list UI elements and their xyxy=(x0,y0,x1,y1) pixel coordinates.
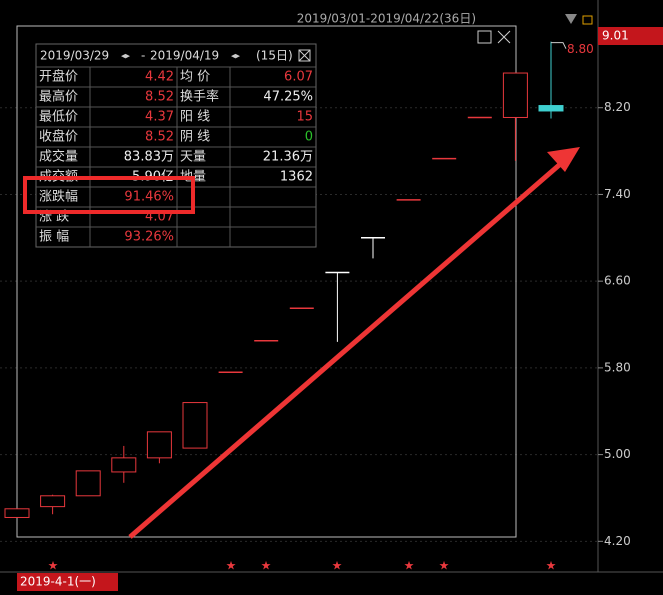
arrow-head xyxy=(547,147,580,172)
stat-label: 开盘价 xyxy=(39,69,78,85)
y-tick-label: 4.20 xyxy=(604,534,631,548)
stat-value: 8.52 xyxy=(145,90,174,105)
stat-value: 4.42 xyxy=(145,70,174,85)
stat-value: 47.25% xyxy=(263,90,313,105)
high-pointer xyxy=(551,42,567,49)
stat-value: 4.37 xyxy=(145,110,174,125)
stat-label: 振 幅 xyxy=(39,230,69,245)
price-marker: 9.01 xyxy=(602,29,629,43)
panel-close-x xyxy=(298,49,311,62)
window-icon[interactable] xyxy=(477,30,492,44)
y-tick-label: 5.00 xyxy=(604,447,631,461)
star-markers: ★ ★ ★ ★ ★ ★ ★ xyxy=(48,559,557,573)
high-label: 8.80 xyxy=(567,42,594,56)
price-marker-bg xyxy=(598,27,663,45)
star: ★ xyxy=(546,559,557,573)
candle-body xyxy=(538,105,564,112)
stat-label: 最高价 xyxy=(39,89,78,105)
stat-label: 均 价 xyxy=(180,70,210,85)
dropdown-icon[interactable] xyxy=(565,14,577,24)
stats-panel: 2019/03/29 ◂▸ - 2019/04/19 ◂▸ (15日) 开盘价 4… xyxy=(35,43,317,248)
close-icon[interactable] xyxy=(497,30,511,44)
candle-body xyxy=(146,431,172,459)
y-tick-label: 5.80 xyxy=(604,360,631,374)
arrows-icon[interactable]: ◂▸ xyxy=(231,52,241,62)
star: ★ xyxy=(48,559,59,573)
candle-body xyxy=(75,470,101,497)
star: ★ xyxy=(404,559,415,573)
stat-value: 91.46% xyxy=(124,190,174,205)
stat-value: 83.83万 xyxy=(124,150,174,165)
panel-close[interactable] xyxy=(298,49,311,62)
arrows-icon[interactable]: ◂▸ xyxy=(121,52,131,62)
stat-label: 涨跌幅 xyxy=(39,189,78,205)
stat-label: 天量 xyxy=(180,150,206,165)
panel-separator: - xyxy=(141,49,145,63)
star: ★ xyxy=(439,559,450,573)
stat-value: 93.26% xyxy=(124,230,174,245)
stat-label: 阴 线 xyxy=(180,130,210,145)
stat-label: 换手率 xyxy=(180,89,219,105)
candle-body xyxy=(111,457,137,473)
candle-body xyxy=(40,495,66,508)
panel-start: 2019/03/29 xyxy=(40,49,109,63)
y-tick-label: 8.20 xyxy=(604,100,631,114)
stat-label: 成交量 xyxy=(39,149,78,165)
y-tick-label: 6.60 xyxy=(604,274,631,288)
range-label: 2019/03/01-2019/04/22(36日) xyxy=(297,12,476,26)
panel-days: (15日) xyxy=(256,49,293,63)
star: ★ xyxy=(226,559,237,573)
highlight-box xyxy=(23,176,195,214)
stat-label: 阳 线 xyxy=(180,110,210,125)
candle-body xyxy=(502,72,528,118)
stat-value: 1362 xyxy=(280,170,313,185)
star: ★ xyxy=(332,559,343,573)
lock-icon[interactable] xyxy=(582,15,593,25)
stat-label: 最低价 xyxy=(39,110,78,125)
stat-value: 21.36万 xyxy=(263,150,313,165)
y-tick-label: 7.40 xyxy=(604,187,631,201)
stat-value: 8.52 xyxy=(145,130,174,145)
cursor-date: 2019-4-1(一) xyxy=(20,575,96,589)
stat-value: 0 xyxy=(305,130,313,145)
stat-label: 收盘价 xyxy=(39,129,78,145)
date-box xyxy=(17,573,118,591)
panel-end: 2019/04/19 xyxy=(150,49,219,63)
trend-arrow xyxy=(128,158,567,539)
candle-body xyxy=(182,402,208,449)
stat-value: 15 xyxy=(296,110,313,125)
range-frame xyxy=(16,25,517,538)
stat-value: 6.07 xyxy=(284,70,313,85)
star: ★ xyxy=(261,559,272,573)
candle-body xyxy=(4,508,30,518)
